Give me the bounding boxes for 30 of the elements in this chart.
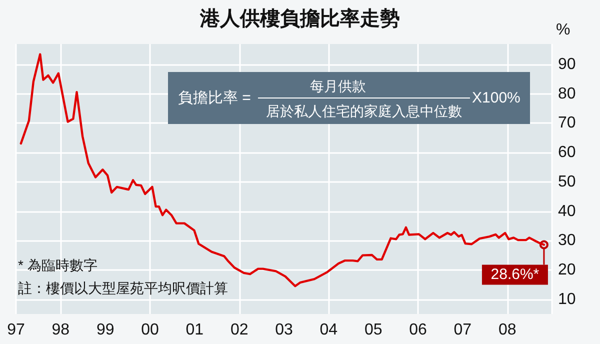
y-tick-label: 90 [558,56,576,74]
x-tick-label: 98 [52,322,70,338]
x-tick-label: 97 [7,322,25,338]
x-tick-label: 03 [275,322,293,338]
x-tick-label: 07 [454,322,472,338]
x-tick-label: 02 [230,322,248,338]
x-tick-label: 06 [409,322,427,338]
annotation: 負擔比率 = [178,90,252,106]
x-tick-label: 99 [96,322,114,338]
annotation: 註：樓價以大型屋苑平均呎價計算 [18,280,228,296]
y-axis-title: % [556,22,570,38]
annotation: 居於私人住宅的家庭入息中位數 [266,103,462,119]
annotation: 28.6%* [490,266,540,284]
x-tick-label: 01 [186,322,204,338]
x-tick-label: 04 [320,322,338,338]
annotation: * 為臨時數字 [18,257,98,273]
y-tick-label: 70 [558,114,576,132]
x-tick-label: 00 [141,322,159,338]
y-tick-label: 20 [558,261,576,278]
annotation: X100% [472,90,520,106]
x-tick-label: 05 [364,322,382,338]
y-tick-label: 30 [558,232,576,250]
y-tick-label: 50 [558,173,576,190]
x-tick-label: 08 [498,322,516,338]
annotation: 每月供款 [310,78,366,94]
y-tick-label: 40 [558,202,576,220]
y-tick-label: 60 [558,144,576,162]
y-tick-label: 10 [558,290,576,308]
y-tick-label: 80 [558,85,576,102]
chart-title: 港人供樓負擔比率走勢 [199,7,400,30]
